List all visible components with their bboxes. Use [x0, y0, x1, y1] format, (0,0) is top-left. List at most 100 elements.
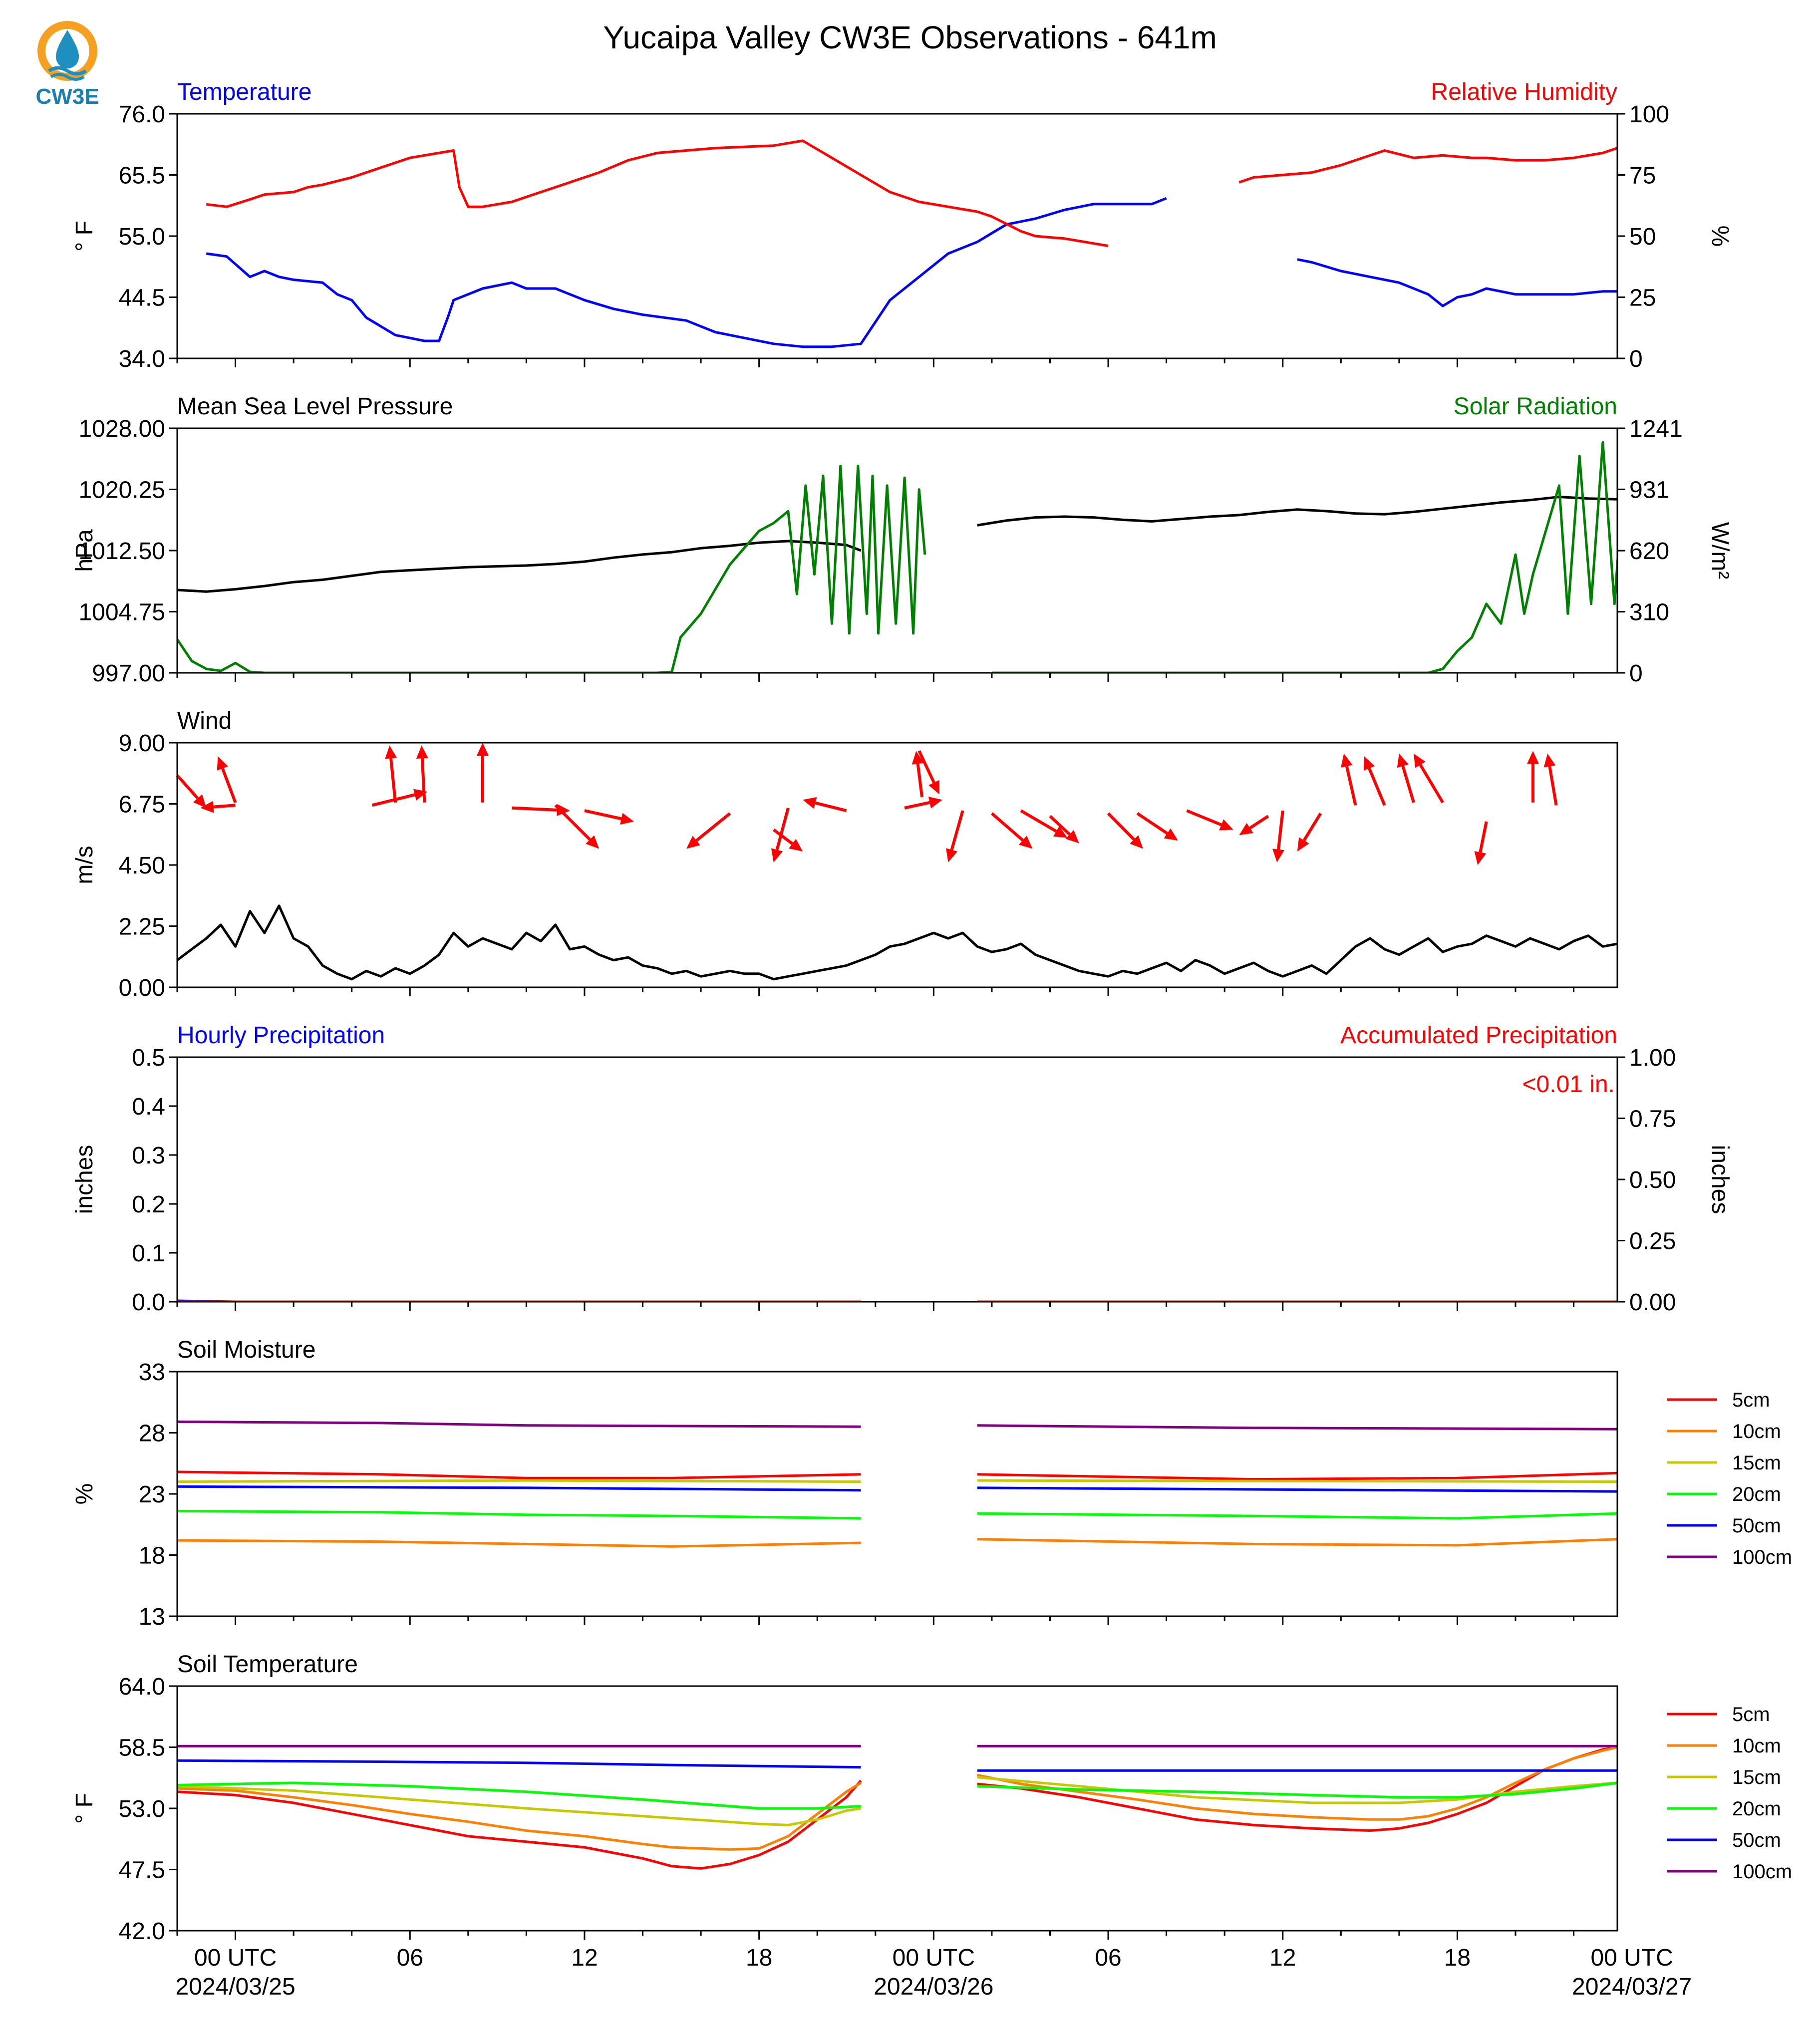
series-line-5cm — [177, 1746, 1617, 1870]
panel-soil_temperature: 42.0 47.5 53.0 58.5 64.0 Soil Temperature ° F 5… — [71, 1651, 1792, 1945]
y-tick-label: 1020.25 — [78, 477, 165, 504]
y-tick-label: 9.00 — [119, 730, 165, 757]
series-group — [177, 1420, 1617, 1548]
y-right-axis-label: W/m² — [1707, 522, 1733, 579]
series-line-50cm — [177, 1759, 1617, 1772]
y-right-tick-label: 620 — [1629, 538, 1669, 565]
series-line-temperature — [206, 197, 1617, 348]
plot-frame — [176, 113, 1618, 359]
wind-arrow — [1543, 753, 1558, 806]
panel-title-left: Temperature — [177, 79, 311, 105]
x-axis: 00 UTC 2024/03/25 06 12 18 00 UTC 2024/03/26 06… — [175, 1945, 1692, 2000]
y-tick-label: 33 — [139, 1359, 165, 1386]
water-drop-icon — [56, 30, 79, 68]
y-tick-label: 997.00 — [92, 660, 165, 687]
wind-arrow — [773, 828, 803, 852]
wind-arrow — [1474, 821, 1488, 865]
wind-arrow — [1239, 815, 1269, 836]
legend-label: 5cm — [1732, 1704, 1770, 1726]
x-tick-label: 18 — [746, 1945, 772, 1971]
y-tick-label: 23 — [139, 1481, 165, 1508]
legend-item-20cm: 20cm — [1667, 1483, 1781, 1505]
wind-arrow — [1272, 810, 1284, 863]
legend-item-15cm: 15cm — [1667, 1452, 1781, 1474]
panel-temp_rh: 34.0 44.5 55.0 65.5 76.0 0 25 50 75 100 Temperatur… — [71, 79, 1733, 372]
y-tick-label: 0.1 — [132, 1240, 165, 1267]
panel-title-right: Solar Radiation — [1454, 393, 1617, 420]
wind-arrow — [1414, 753, 1444, 804]
y-tick-label: 1012.50 — [78, 538, 165, 565]
series-group — [177, 441, 1617, 673]
wind-arrow — [945, 810, 964, 863]
wind-arrow — [512, 804, 570, 816]
legend-label: 5cm — [1732, 1389, 1770, 1411]
y-axis-label: hPa — [71, 529, 98, 572]
series-group — [206, 139, 1617, 348]
series-line-solar-radiation — [177, 441, 1617, 673]
logo-text: CW3E — [35, 84, 99, 109]
legend-label: 100cm — [1732, 1861, 1792, 1883]
series-line-10cm — [177, 1746, 1617, 1851]
y-tick-label: 0.3 — [132, 1143, 165, 1169]
x-tick-label: 00 UTC — [1590, 1945, 1673, 1971]
panel-title-left: Hourly Precipitation — [177, 1022, 385, 1049]
wind-arrow — [1397, 753, 1415, 803]
wind-arrow — [1341, 753, 1357, 806]
panel-pressure_solar: 997.00 1004.75 1012.50 1020.25 1028.00 0 310 62… — [71, 393, 1733, 687]
series-line-15cm — [177, 1479, 1617, 1483]
panel-precip: 0.0 0.1 0.2 0.3 0.4 0.5 0.00 0.25 0.50 0.75 1.00 Ho… — [71, 1022, 1733, 1316]
y-tick-label: 44.5 — [119, 285, 165, 311]
x-tick-label: 18 — [1444, 1945, 1471, 1971]
wind-arrow — [1107, 812, 1143, 849]
series-line-5cm — [177, 1470, 1617, 1481]
series-line-wind-speed — [177, 904, 1617, 981]
series-group — [177, 904, 1617, 981]
page-title: Yucaipa Valley CW3E Observations - 641m — [603, 19, 1217, 55]
y-right-tick-label: 25 — [1629, 285, 1656, 311]
wind-arrow — [1363, 756, 1386, 806]
y-tick-label: 34.0 — [119, 346, 165, 372]
y-right-tick-label: 75 — [1629, 163, 1656, 189]
y-tick-label: 0.00 — [119, 975, 165, 1001]
y-tick-label: 0.0 — [132, 1289, 165, 1316]
legend-item-10cm: 10cm — [1667, 1735, 1781, 1757]
wind-arrow — [200, 801, 236, 813]
y-axis-label: inches — [71, 1145, 98, 1214]
wind-arrow — [1136, 812, 1178, 841]
plot-frame — [176, 1685, 1618, 1932]
series-line-20cm — [177, 1509, 1617, 1520]
y-tick-label: 1028.00 — [78, 416, 165, 442]
legend-label: 50cm — [1732, 1515, 1781, 1537]
series-line-50cm — [177, 1485, 1617, 1493]
y-right-tick-label: 0 — [1629, 660, 1643, 687]
wind-arrow — [176, 774, 207, 808]
y-axis-label: m/s — [71, 846, 98, 884]
x-tick-date: 2024/03/25 — [175, 1974, 295, 2000]
legend-item-15cm: 15cm — [1667, 1766, 1781, 1788]
wind-arrow — [1020, 809, 1068, 838]
legend-label: 15cm — [1732, 1452, 1781, 1474]
y-right-tick-label: 1.00 — [1629, 1045, 1676, 1071]
legend-item-5cm: 5cm — [1667, 1704, 1770, 1726]
plot-frame — [176, 427, 1618, 674]
legend-label: 20cm — [1732, 1483, 1781, 1505]
y-tick-label: 76.0 — [119, 101, 165, 128]
legend: 5cm 10cm 15cm 20cm 50cm 100cm — [1667, 1704, 1792, 1883]
plot-frame — [176, 1371, 1618, 1617]
y-tick-label: 4.50 — [119, 853, 165, 879]
panel-title-right: Accumulated Precipitation — [1340, 1022, 1617, 1049]
legend-item-10cm: 10cm — [1667, 1421, 1781, 1443]
x-tick-date: 2024/03/27 — [1572, 1974, 1692, 2000]
wind-arrow — [990, 812, 1033, 849]
legend-item-20cm: 20cm — [1667, 1798, 1781, 1820]
y-tick-label: 0.4 — [132, 1094, 165, 1120]
series-group — [177, 1744, 1617, 1870]
cw3e-logo: CW3E — [35, 21, 99, 109]
precip-annotation: <0.01 in. — [1522, 1071, 1615, 1098]
y-right-tick-label: 0.75 — [1629, 1106, 1676, 1133]
x-tick-label: 12 — [571, 1945, 598, 1971]
y-right-tick-label: 0.00 — [1629, 1289, 1676, 1316]
x-tick-label: 00 UTC — [893, 1945, 975, 1971]
wind-arrow — [371, 789, 428, 807]
